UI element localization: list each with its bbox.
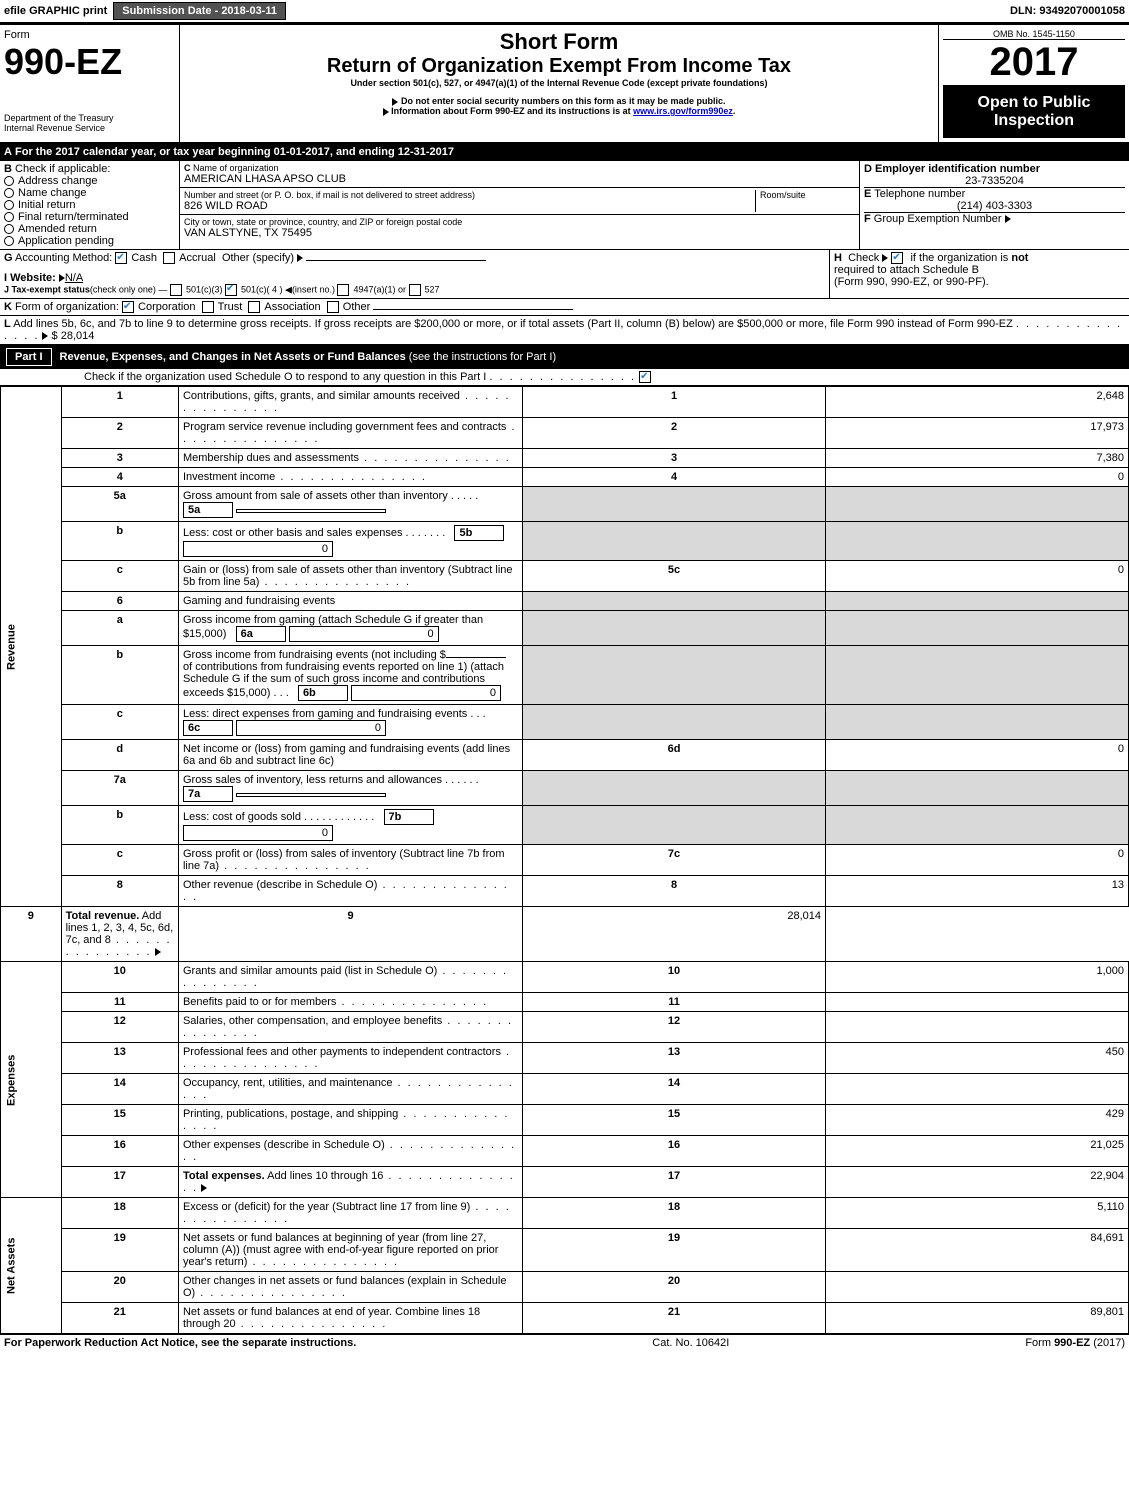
city-value: VAN ALSTYNE, TX 75495 <box>184 227 855 239</box>
part1-note: (see the instructions for Part I) <box>409 351 556 363</box>
form-number: 990-EZ <box>4 41 175 83</box>
short-form-title: Short Form <box>184 29 934 55</box>
chk-corp[interactable] <box>122 301 134 313</box>
topbar: efile GRAPHIC print Submission Date - 20… <box>0 0 1129 23</box>
chk-h[interactable] <box>891 252 903 264</box>
chk-trust[interactable] <box>202 301 214 313</box>
chk-501c[interactable] <box>225 284 237 296</box>
letter-e: E <box>864 188 871 200</box>
line-i: I Website: N/A <box>4 272 825 284</box>
letter-b: B <box>4 163 12 175</box>
part1-check: Check if the organization used Schedule … <box>0 369 1129 386</box>
chk-527[interactable] <box>409 284 421 296</box>
subtitle: Under section 501(c), 527, or 4947(a)(1)… <box>184 78 934 88</box>
row-label: Contributions, gifts, grants, and simila… <box>178 387 522 418</box>
org-name: AMERICAN LHASA APSO CLUB <box>184 173 855 185</box>
street-value: 826 WILD ROAD <box>184 200 755 212</box>
note-ssn: Do not enter social security numbers on … <box>184 96 934 106</box>
note-info: Information about Form 990-EZ and its in… <box>184 106 934 116</box>
chk-amended[interactable]: Amended return <box>4 223 175 235</box>
ein-value: 23-7335204 <box>864 175 1125 187</box>
footer-left: For Paperwork Reduction Act Notice, see … <box>4 1337 356 1349</box>
footer-cat: Cat. No. 10642I <box>652 1337 729 1349</box>
chk-pending[interactable]: Application pending <box>4 235 175 247</box>
chk-other[interactable] <box>327 301 339 313</box>
chk-address[interactable]: Address change <box>4 175 175 187</box>
form-label: Form <box>4 29 175 41</box>
entity-block: B Check if applicable: Address change Na… <box>0 161 1129 250</box>
part1-table: Revenue 1 Contributions, gifts, grants, … <box>0 386 1129 1334</box>
revenue-label: Revenue <box>1 387 62 907</box>
row-num: 1 <box>61 387 178 418</box>
letter-c: C <box>184 163 191 173</box>
row-amount: 2,648 <box>826 387 1129 418</box>
form-header: Form 990-EZ Department of the Treasury I… <box>0 23 1129 144</box>
letter-f: F <box>864 213 871 225</box>
part1-title: Revenue, Expenses, and Changes in Net As… <box>60 351 406 363</box>
street-label: Number and street (or P. O. box, if mail… <box>184 190 755 200</box>
chk-501c3[interactable] <box>170 284 182 296</box>
part1-tag: Part I <box>6 348 52 366</box>
org-name-label: Name of organization <box>193 163 279 173</box>
chk-schedule-o[interactable] <box>639 371 651 383</box>
letter-a: A <box>4 146 12 158</box>
phone-label: Telephone number <box>874 188 965 200</box>
line-g-h: G Accounting Method: Cash Accrual Other … <box>0 250 1129 299</box>
line-g: G Accounting Method: Cash Accrual Other … <box>4 252 825 264</box>
phone-value: (214) 403-3303 <box>864 200 1125 212</box>
chk-name[interactable]: Name change <box>4 187 175 199</box>
tax-year: 2017 <box>943 40 1125 86</box>
gross-receipts: $ 28,014 <box>52 330 95 342</box>
footer-right: Form 990-EZ (2017) <box>1025 1337 1125 1349</box>
line-h: H Check if the organization is not requi… <box>829 250 1129 298</box>
part1-header: Part I Revenue, Expenses, and Changes in… <box>0 345 1129 369</box>
chk-initial[interactable]: Initial return <box>4 199 175 211</box>
line-j: J Tax-exempt status(check only one) — 50… <box>4 284 825 296</box>
chk-4947[interactable] <box>337 284 349 296</box>
letter-d: D <box>864 163 872 175</box>
city-label: City or town, state or province, country… <box>184 217 855 227</box>
line-a: A For the 2017 calendar year, or tax yea… <box>0 144 1129 161</box>
website-value: N/A <box>65 272 83 284</box>
chk-final[interactable]: Final return/terminated <box>4 211 175 223</box>
chk-accrual[interactable] <box>163 252 175 264</box>
line-l: L Add lines 5b, 6c, and 7b to line 9 to … <box>0 316 1129 345</box>
check-applicable: Check if applicable: <box>15 163 110 175</box>
netassets-label: Net Assets <box>1 1198 62 1334</box>
return-title: Return of Organization Exempt From Incom… <box>184 55 934 78</box>
page-footer: For Paperwork Reduction Act Notice, see … <box>0 1334 1129 1351</box>
expenses-label: Expenses <box>1 962 62 1198</box>
open-to-public: Open to Public Inspection <box>943 86 1125 138</box>
ein-label: Employer identification number <box>875 163 1040 175</box>
chk-cash[interactable] <box>115 252 127 264</box>
submission-date: Submission Date - 2018-03-11 <box>113 2 286 20</box>
irs-label: Internal Revenue Service <box>4 123 175 133</box>
group-exemption-label: Group Exemption Number <box>874 213 1002 225</box>
chk-assoc[interactable] <box>248 301 260 313</box>
omb-number: OMB No. 1545-1150 <box>943 29 1125 40</box>
dept-treasury: Department of the Treasury <box>4 113 175 123</box>
room-suite-label: Room/suite <box>755 190 855 212</box>
dln: DLN: 93492070001058 <box>1010 5 1125 17</box>
efile-label: efile GRAPHIC print <box>4 5 107 17</box>
irs-link[interactable]: www.irs.gov/form990ez <box>633 106 733 116</box>
line-k: K Form of organization: Corporation Trus… <box>0 299 1129 316</box>
